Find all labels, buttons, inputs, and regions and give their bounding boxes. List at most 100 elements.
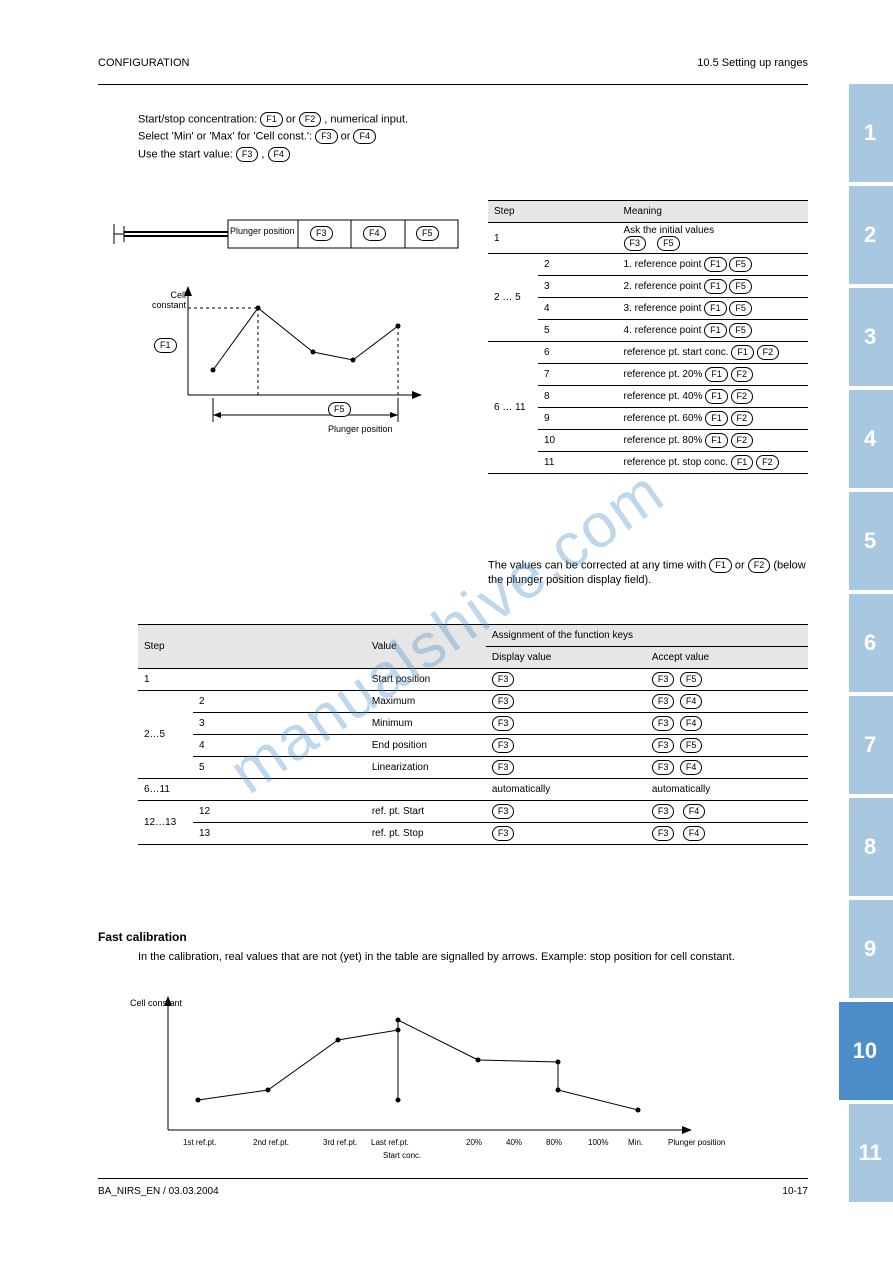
cell: 4	[193, 735, 366, 757]
key: F3	[624, 236, 647, 251]
table-row: 6…11 automatically automatically	[138, 779, 808, 801]
header-right: 10.5 Setting up ranges	[697, 56, 808, 71]
tab-num: 11	[858, 1140, 881, 1166]
key: F3	[492, 716, 515, 731]
chart1-key-f1: F1	[154, 338, 177, 353]
plunger-diagram: Plunger position F3 F4 F5	[108, 210, 468, 265]
tab-7[interactable]: 7	[849, 696, 893, 794]
tab-9[interactable]: 9	[849, 900, 893, 998]
chart1-key-f5: F5	[328, 402, 351, 417]
key: F3	[492, 738, 515, 753]
intro-line-1: Start/stop concentration: F1 or F2 , num…	[138, 112, 758, 127]
tab-1[interactable]: 1	[849, 84, 893, 182]
cell: F3	[486, 735, 646, 757]
key: F3	[492, 760, 515, 775]
cell: reference pt. stop conc. F1 F2	[618, 452, 808, 474]
key: F1	[705, 433, 728, 448]
plunger-label: Plunger position	[230, 226, 295, 236]
th-step: Step	[488, 201, 618, 223]
page-content: CONFIGURATION 10.5 Setting up ranges Sta…	[98, 0, 808, 1263]
cell: 6 … 11	[488, 342, 538, 474]
tab-10[interactable]: 10	[839, 1002, 893, 1100]
key: F3	[652, 760, 675, 775]
table1-wrap: Step Meaning 1 Ask the initial values F3…	[488, 200, 808, 474]
svg-text:80%: 80%	[546, 1138, 562, 1147]
key: F2	[731, 433, 754, 448]
cell: F3 F5	[646, 735, 808, 757]
chart2-ylabel: Cell constant	[130, 998, 183, 1008]
cell: F3 F4	[646, 713, 808, 735]
tab-num: 9	[864, 936, 876, 962]
text: Select 'Min' or 'Max' for 'Cell const.':	[138, 131, 312, 143]
cell: F3 F5	[646, 669, 808, 691]
key-f1: F1	[709, 558, 732, 573]
key-f4: F4	[268, 147, 291, 162]
cell: Maximum	[366, 691, 486, 713]
chart1-xlabel: Plunger position	[328, 424, 393, 434]
table-row: Step Value Assignment of the function ke…	[138, 625, 808, 647]
key: F1	[731, 455, 754, 470]
cell: reference pt. start conc. F1 F2	[618, 342, 808, 364]
svg-text:Last ref.pt.: Last ref.pt.	[371, 1138, 409, 1147]
key: F2	[756, 455, 779, 470]
tab-num: 2	[864, 222, 876, 248]
key: F5	[680, 672, 703, 687]
svg-text:1st ref.pt.: 1st ref.pt.	[183, 1138, 216, 1147]
cell: 11	[538, 452, 618, 474]
key: F1	[705, 411, 728, 426]
chart-fastcal: Cell constant 1st ref.pt. 2nd ref.pt. 3r…	[128, 990, 778, 1170]
key: F4	[680, 716, 703, 731]
cell: 6	[538, 342, 618, 364]
table-row: 12…13 12 ref. pt. Start F3 F3 F4	[138, 801, 808, 823]
footer-rule	[98, 1178, 808, 1179]
cell: 3	[538, 276, 618, 298]
key-f2: F2	[299, 112, 322, 127]
section-title: Fast calibration	[98, 930, 187, 944]
plunger-svg	[108, 210, 468, 265]
footer-right: 10-17	[782, 1186, 808, 1197]
tab-num: 8	[864, 834, 876, 860]
th-meaning: Meaning	[618, 201, 808, 223]
table-row: 4End position F3 F3 F5	[138, 735, 808, 757]
cell: 7	[538, 364, 618, 386]
cell: F3 F4	[646, 691, 808, 713]
cell: 10	[538, 430, 618, 452]
section-paragraph: In the calibration, real values that are…	[138, 950, 798, 965]
footer-left: BA_NIRS_EN / 03.03.2004	[98, 1186, 219, 1197]
tab-num: 6	[864, 630, 876, 656]
text: 2. reference point	[624, 281, 702, 292]
plunger-key-f3: F3	[310, 226, 333, 241]
table-row: 2 … 5 2 1. reference point F1 F5	[488, 254, 808, 276]
key: F5	[729, 301, 752, 316]
cell: F3	[486, 691, 646, 713]
tab-4[interactable]: 4	[849, 390, 893, 488]
cell: automatically	[646, 779, 808, 801]
cell: 4	[538, 298, 618, 320]
key: F4	[683, 826, 706, 841]
tab-8[interactable]: 8	[849, 798, 893, 896]
tab-2[interactable]: 2	[849, 186, 893, 284]
text: 3. reference point	[624, 303, 702, 314]
table-row: 5LinearizationF3F3 F4	[138, 757, 808, 779]
key: F2	[731, 389, 754, 404]
cell: 13	[193, 823, 366, 845]
cell: 4. reference point F1 F5	[618, 320, 808, 342]
th-value: Value	[366, 625, 486, 669]
tab-5[interactable]: 5	[849, 492, 893, 590]
tab-11[interactable]: 11	[849, 1104, 893, 1202]
svg-text:Min.: Min.	[628, 1138, 643, 1147]
text: or	[341, 131, 354, 143]
chart-cellconst: Cell constant F1 F5 Plunger position	[138, 280, 438, 440]
tab-num: 4	[864, 426, 876, 452]
text: reference pt. stop conc.	[624, 457, 729, 468]
cell: End position	[366, 735, 486, 757]
plunger-key-f5: F5	[416, 226, 439, 241]
tab-6[interactable]: 6	[849, 594, 893, 692]
cell: 2	[538, 254, 618, 276]
key-f3: F3	[236, 147, 259, 162]
key-f3: F3	[315, 129, 338, 144]
key: F5	[729, 323, 752, 338]
cell: 12	[193, 801, 366, 823]
tab-3[interactable]: 3	[849, 288, 893, 386]
cell: Start position	[366, 669, 486, 691]
